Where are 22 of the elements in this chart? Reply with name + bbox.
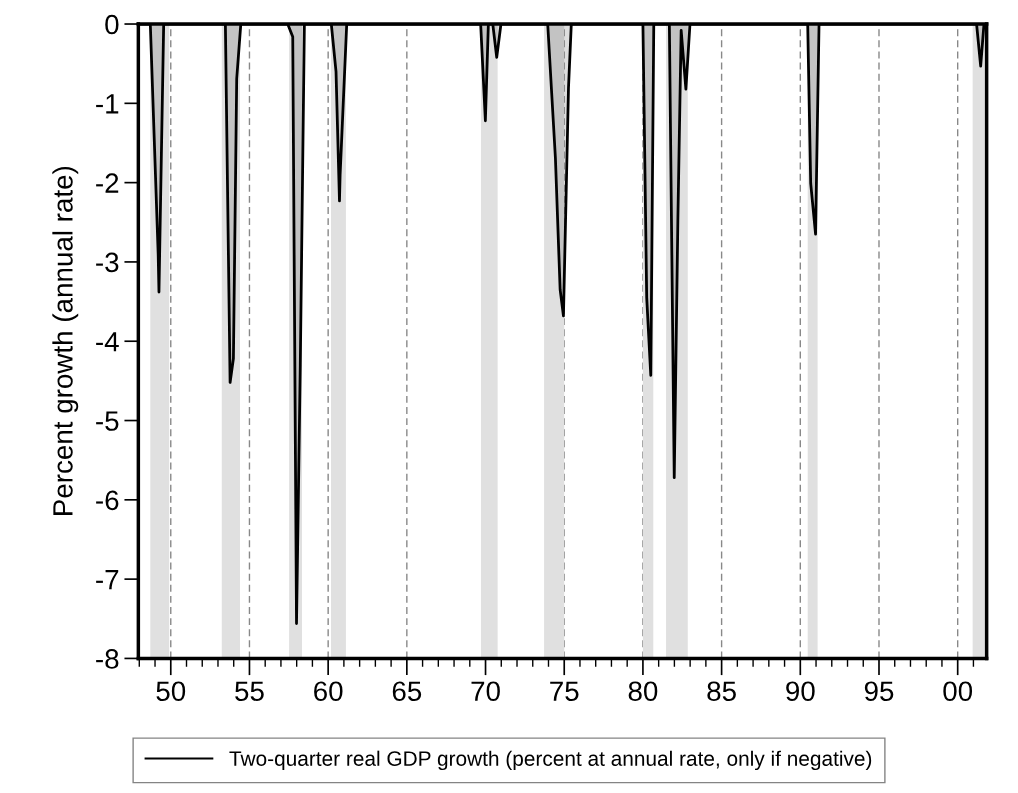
y-tick-label: -8 bbox=[96, 649, 119, 669]
y-tick-label: -2 bbox=[96, 173, 119, 193]
x-tick-label: 80 bbox=[628, 681, 658, 702]
y-tick-label: -7 bbox=[96, 570, 119, 590]
x-tick-label: 65 bbox=[392, 681, 422, 702]
legend-label: Two-quarter real GDP growth (percent at annual rate, only if negative) bbox=[229, 750, 872, 771]
x-tick-label: 70 bbox=[471, 681, 500, 702]
y-axis-title: Percent growth (annual rate) bbox=[52, 166, 79, 515]
x-tick-label: 90 bbox=[786, 681, 815, 702]
y-tick-label: -6 bbox=[96, 490, 119, 511]
x-tick-label: 55 bbox=[235, 681, 264, 702]
y-tick-label: -1 bbox=[96, 94, 119, 114]
y-tick-label: -3 bbox=[96, 252, 119, 273]
x-tick-label: 85 bbox=[707, 681, 736, 702]
x-tick-label: 00 bbox=[943, 681, 973, 702]
y-tick-label: -4 bbox=[96, 332, 119, 352]
x-tick-label: 50 bbox=[156, 681, 186, 702]
y-tick-label: 0 bbox=[105, 14, 119, 35]
x-tick-label: 60 bbox=[314, 681, 343, 702]
x-tick-label: 95 bbox=[864, 681, 894, 702]
y-tick-label: -5 bbox=[96, 411, 119, 431]
x-tick-label: 75 bbox=[550, 681, 579, 702]
